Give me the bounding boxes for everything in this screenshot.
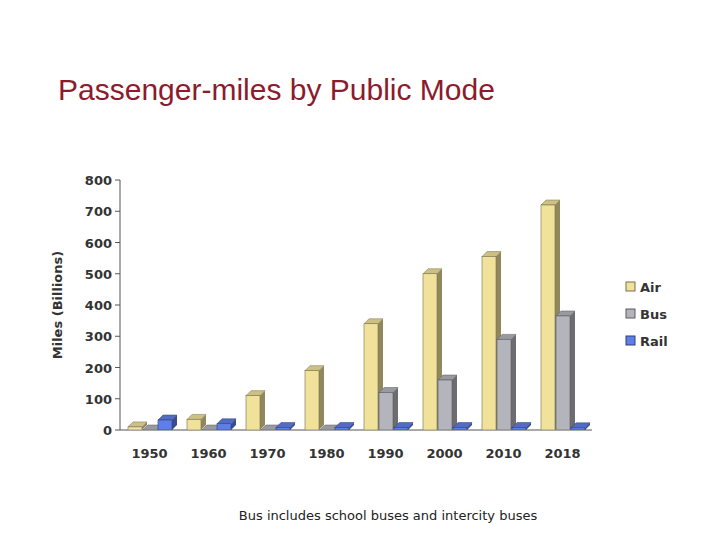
bar — [482, 257, 496, 430]
bar — [379, 393, 393, 431]
bar-top — [512, 423, 531, 428]
bar — [364, 324, 378, 430]
bar-top — [571, 423, 590, 428]
bar — [246, 396, 260, 430]
y-tick-label: 100 — [85, 392, 112, 407]
bar-side — [452, 375, 457, 430]
bar — [202, 430, 216, 431]
y-tick-label: 700 — [85, 204, 112, 219]
y-tick — [115, 367, 120, 368]
x-tick-label: 1970 — [249, 446, 285, 461]
footnote: Bus includes school buses and intercity … — [239, 508, 538, 523]
y-tick-label: 400 — [85, 298, 112, 313]
bar — [276, 428, 290, 431]
bar — [394, 428, 408, 431]
y-tick — [115, 398, 120, 399]
y-tick — [115, 242, 120, 243]
y-tick — [115, 305, 120, 306]
y-tick-label: 800 — [85, 173, 112, 188]
bar-top — [158, 415, 177, 420]
y-tick-label: 200 — [85, 361, 112, 376]
legend-swatch — [626, 309, 635, 318]
bar-top — [276, 423, 295, 428]
bar-top — [217, 419, 236, 424]
bar-top — [482, 252, 501, 257]
bar — [305, 371, 319, 430]
bar-top — [305, 366, 324, 371]
bar-top — [541, 200, 560, 205]
bar-top — [423, 269, 442, 274]
bar-side — [260, 391, 265, 430]
bar — [541, 205, 555, 430]
y-axis — [120, 180, 121, 430]
y-tick-label: 0 — [103, 423, 112, 438]
y-tick-label: 500 — [85, 267, 112, 282]
x-tick-label: 2000 — [426, 446, 462, 461]
y-tick-label: 300 — [85, 329, 112, 344]
bar-top — [246, 391, 265, 396]
chart: Passenger-miles by Public Mode Miles (Bil… — [0, 0, 720, 540]
bar — [438, 380, 452, 430]
y-tick — [115, 336, 120, 337]
bar-top — [379, 388, 398, 393]
y-tick-label: 600 — [85, 236, 112, 251]
y-tick — [115, 273, 120, 274]
bar-top — [364, 319, 383, 324]
bar — [261, 430, 275, 431]
title: Passenger-miles by Public Mode — [58, 73, 495, 106]
bar-side — [393, 388, 398, 431]
bar — [423, 274, 437, 430]
bar-top — [497, 334, 516, 339]
x-tick-label: 1990 — [367, 446, 403, 461]
y-tick — [115, 430, 120, 431]
bar — [453, 428, 467, 431]
x-tick-label: 1960 — [190, 446, 226, 461]
legend-swatch — [626, 336, 635, 345]
bar-side — [319, 366, 324, 430]
y-tick — [115, 180, 120, 181]
bar — [143, 430, 157, 431]
bar-top — [394, 423, 413, 428]
bar — [128, 427, 142, 430]
bar-side — [570, 311, 575, 430]
bar-top — [438, 375, 457, 380]
bars — [128, 200, 590, 430]
bar — [217, 424, 231, 430]
bar-top — [556, 311, 575, 316]
legend-swatch — [626, 282, 635, 291]
y-axis-label: Miles (Billions) — [50, 251, 65, 359]
legend-label: Bus — [640, 307, 667, 322]
bar-top — [187, 414, 206, 419]
bar — [158, 420, 172, 430]
bar — [571, 428, 585, 430]
legend-label: Rail — [640, 334, 668, 349]
y-tick — [115, 211, 120, 212]
bar — [320, 430, 334, 431]
bar-top — [128, 422, 147, 427]
x-tick-label: 2010 — [485, 446, 521, 461]
bar — [497, 339, 511, 430]
bar-top — [453, 423, 472, 428]
bar — [187, 419, 201, 430]
bar-top — [335, 423, 354, 428]
legend-label: Air — [640, 280, 662, 295]
x-tick-label: 1980 — [308, 446, 344, 461]
x-tick-label: 2018 — [544, 446, 580, 461]
bar — [335, 428, 349, 431]
bar — [556, 316, 570, 430]
x-tick-label: 1950 — [131, 446, 167, 461]
bar-side — [511, 334, 516, 430]
bar — [512, 428, 526, 431]
